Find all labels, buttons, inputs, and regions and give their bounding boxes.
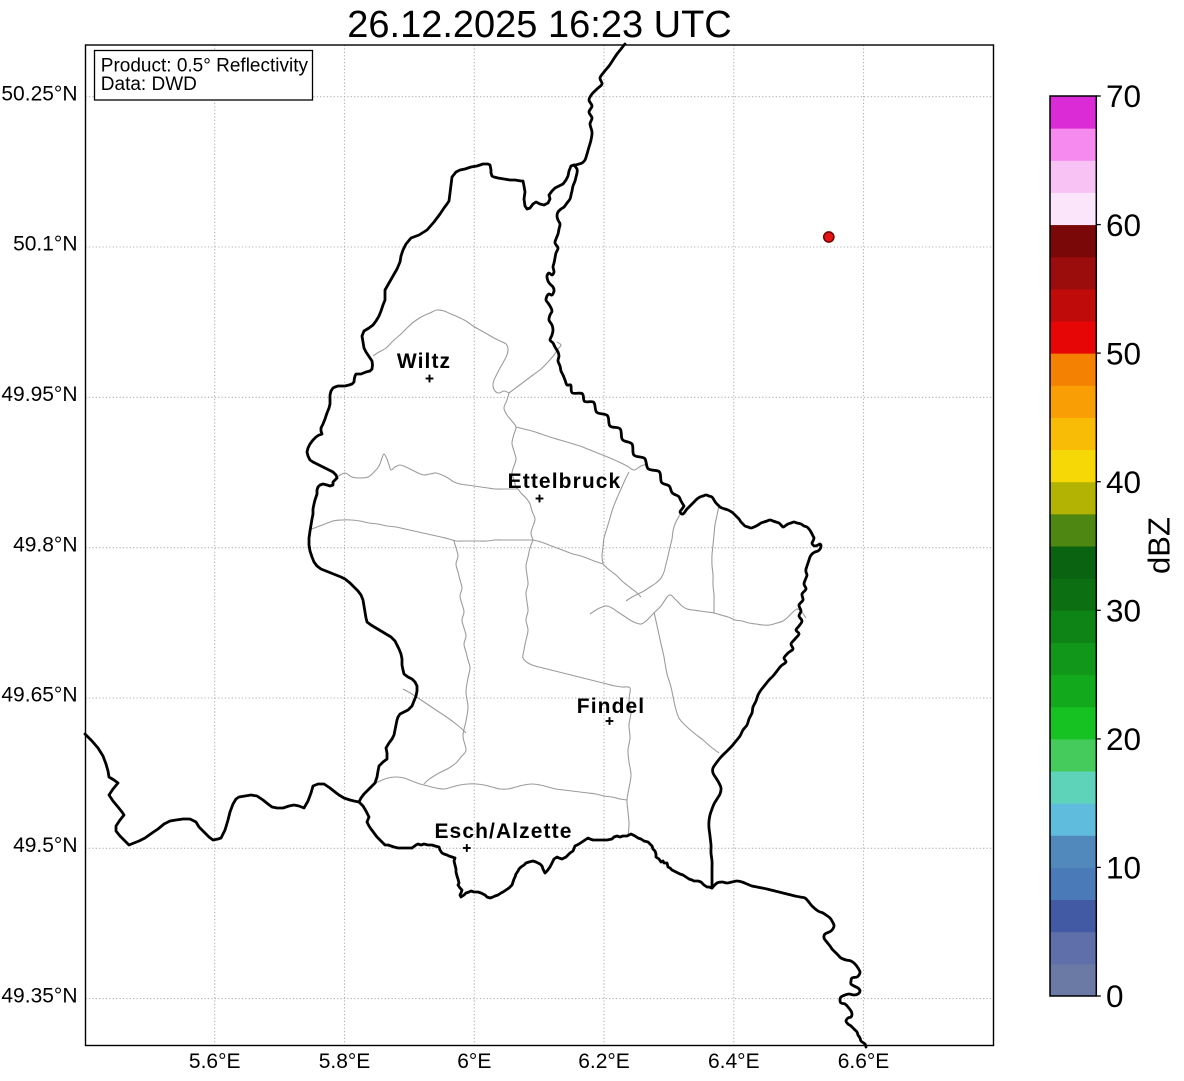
svg-text:49.95°N: 49.95°N — [1, 383, 77, 406]
svg-text:Ettelbruck: Ettelbruck — [508, 470, 622, 493]
svg-text:20: 20 — [1106, 721, 1141, 757]
svg-text:Data: DWD: Data: DWD — [101, 74, 197, 95]
svg-text:0: 0 — [1106, 978, 1124, 1014]
svg-text:6.4°E: 6.4°E — [708, 1050, 760, 1073]
svg-text:6°E: 6°E — [457, 1050, 491, 1073]
svg-text:49.5°N: 49.5°N — [13, 834, 77, 857]
svg-text:5.8°E: 5.8°E — [319, 1050, 371, 1073]
svg-text:5.6°E: 5.6°E — [189, 1050, 241, 1073]
svg-text:50: 50 — [1106, 335, 1141, 371]
svg-text:Findel: Findel — [577, 695, 645, 718]
svg-text:49.8°N: 49.8°N — [13, 533, 77, 556]
svg-text:50.25°N: 50.25°N — [1, 82, 77, 105]
svg-text:49.35°N: 49.35°N — [1, 984, 77, 1007]
svg-text:dBZ: dBZ — [1142, 517, 1177, 574]
svg-text:60: 60 — [1106, 207, 1141, 243]
svg-text:Esch/Alzette: Esch/Alzette — [434, 820, 572, 843]
svg-text:Product: 0.5° Reflectivity: Product: 0.5° Reflectivity — [101, 56, 309, 77]
svg-text:Wiltz: Wiltz — [397, 350, 451, 373]
svg-text:70: 70 — [1106, 78, 1141, 114]
svg-text:26.12.2025 16:23 UTC: 26.12.2025 16:23 UTC — [347, 4, 732, 46]
svg-text:6.2°E: 6.2°E — [578, 1050, 630, 1073]
svg-text:40: 40 — [1106, 464, 1141, 500]
svg-text:50.1°N: 50.1°N — [13, 233, 77, 256]
svg-text:10: 10 — [1106, 850, 1141, 886]
svg-text:30: 30 — [1106, 593, 1141, 629]
svg-text:49.65°N: 49.65°N — [1, 684, 77, 707]
svg-text:6.6°E: 6.6°E — [838, 1050, 890, 1073]
